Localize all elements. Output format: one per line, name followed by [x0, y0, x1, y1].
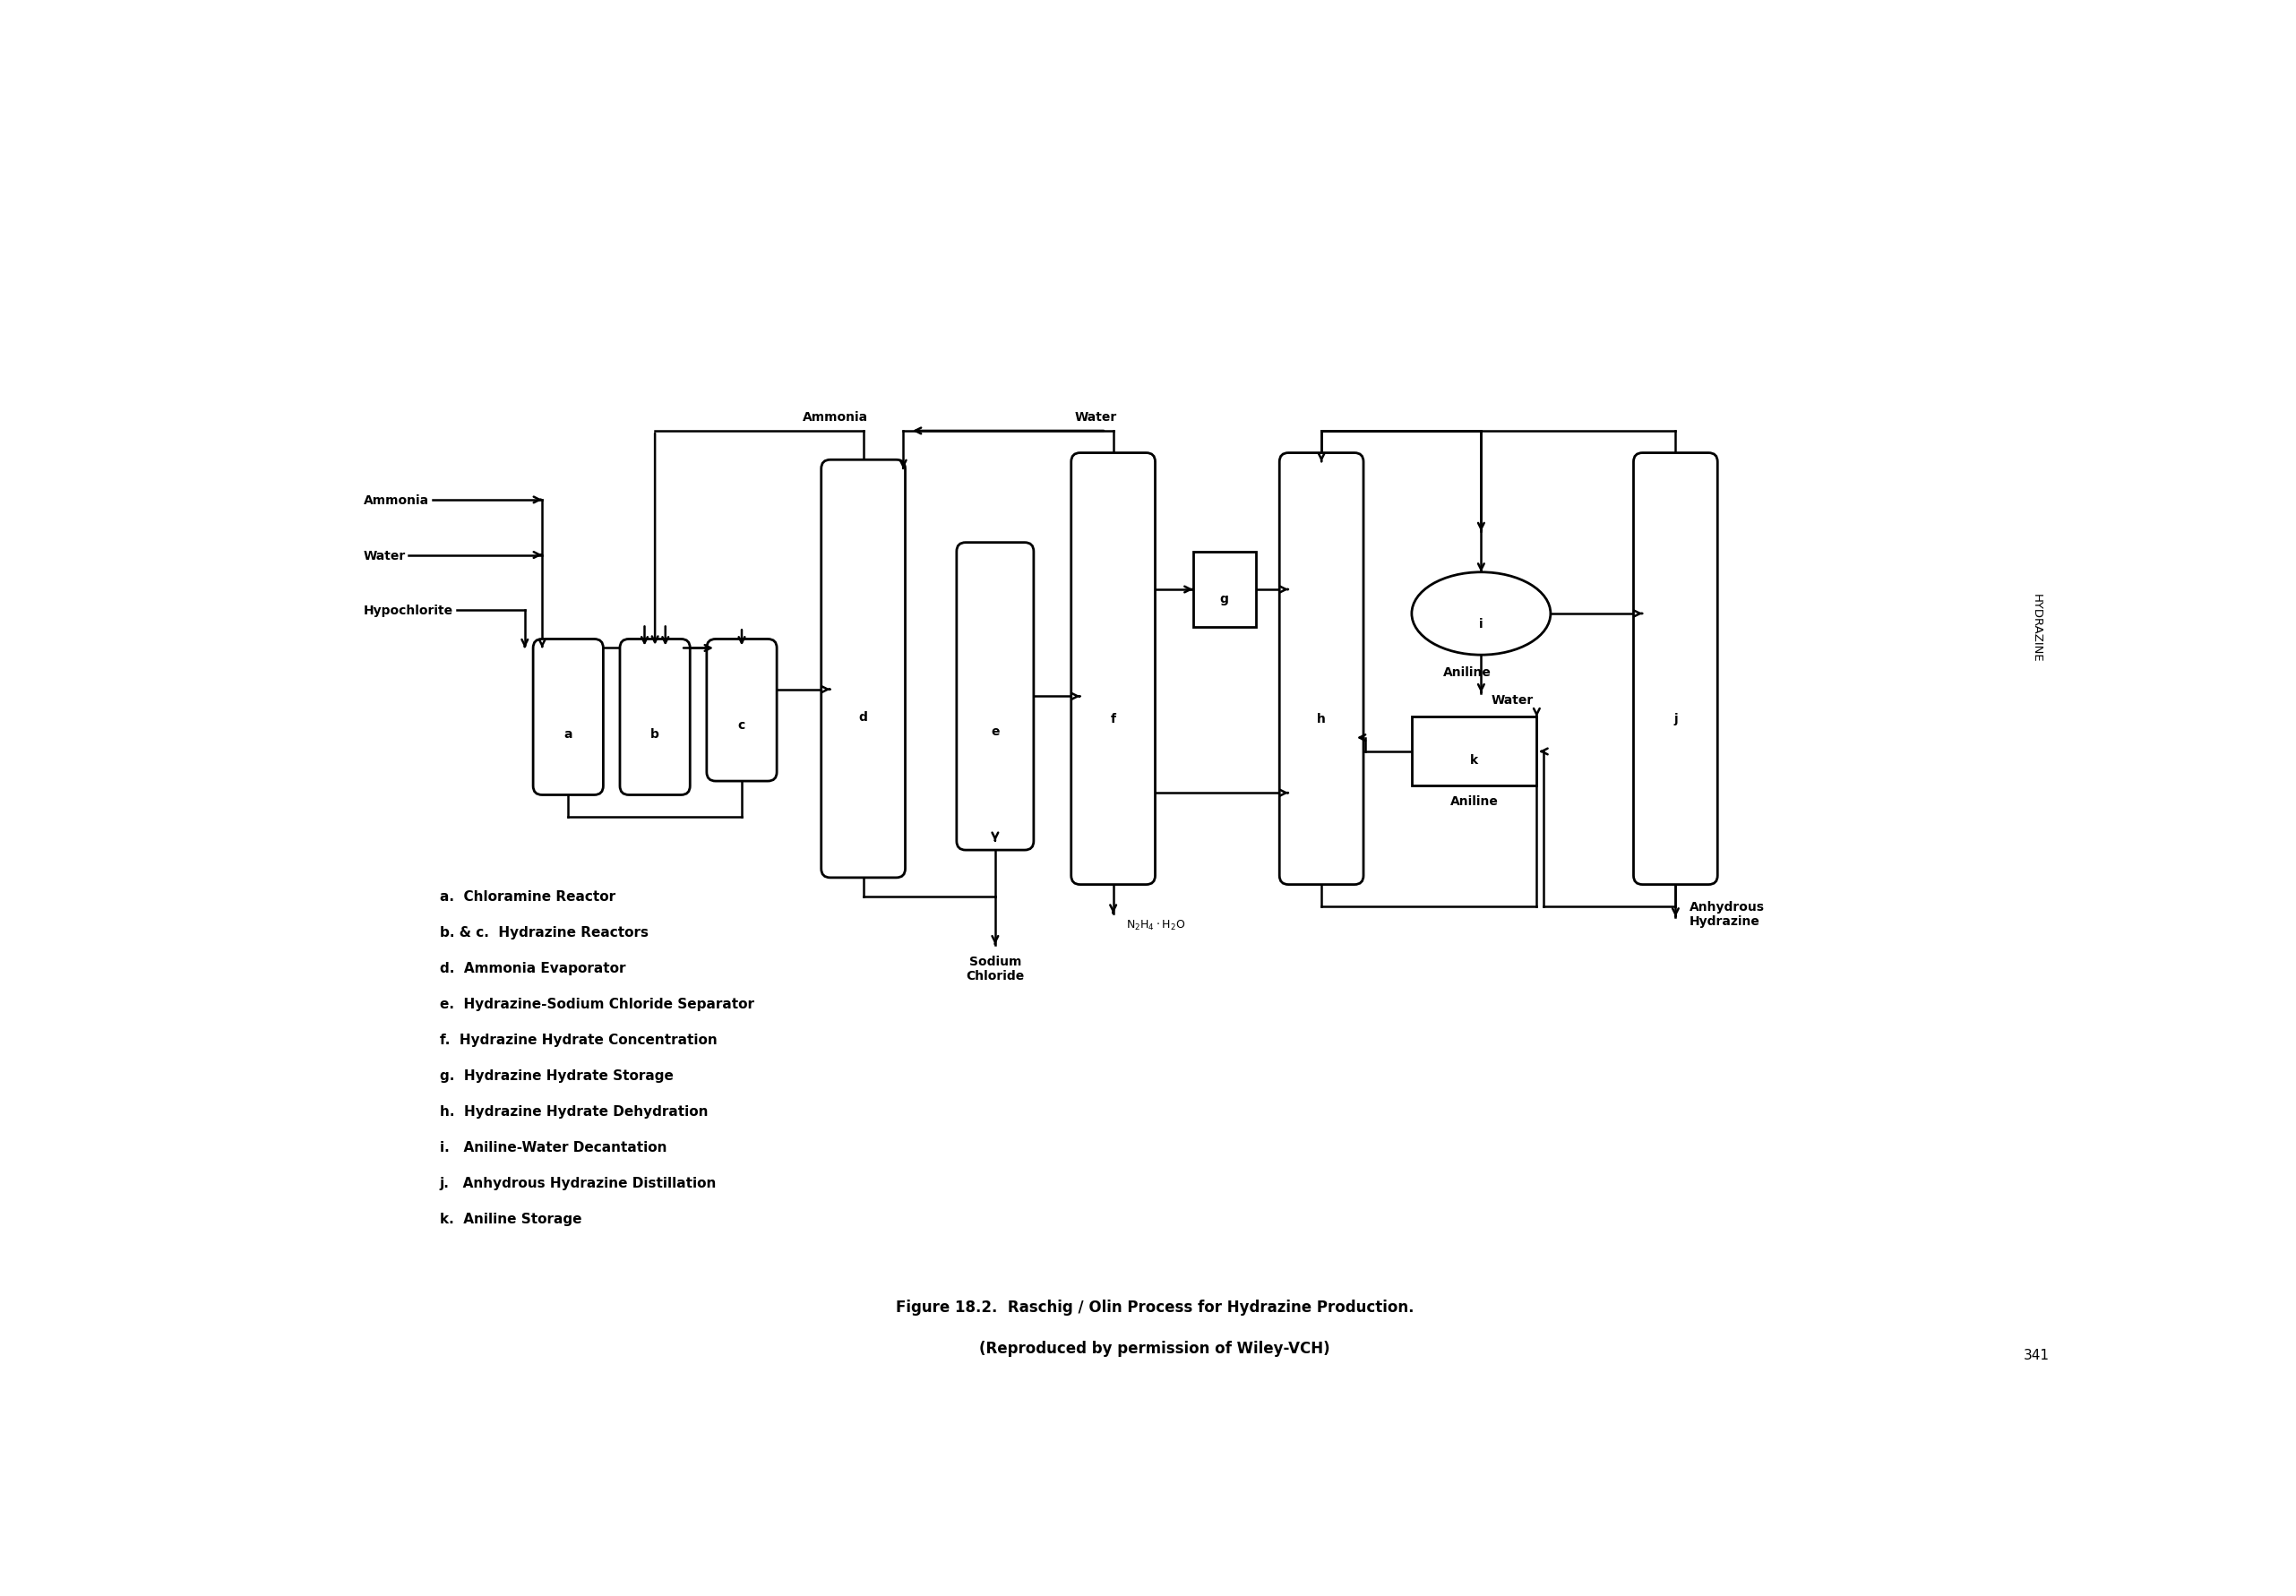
FancyBboxPatch shape: [822, 460, 905, 878]
Text: a.  Chloramine Reactor: a. Chloramine Reactor: [441, 889, 615, 903]
Text: Aniline: Aniline: [1451, 795, 1499, 808]
Text: Hypochlorite: Hypochlorite: [363, 605, 452, 616]
Text: g: g: [1219, 592, 1228, 605]
Text: e.  Hydrazine-Sodium Chloride Separator: e. Hydrazine-Sodium Chloride Separator: [441, 998, 753, 1010]
Text: j.   Anhydrous Hydrazine Distillation: j. Anhydrous Hydrazine Distillation: [441, 1176, 716, 1191]
Text: $\mathregular{N_2H_4 \cdot H_2O}$: $\mathregular{N_2H_4 \cdot H_2O}$: [1125, 919, 1185, 932]
Text: d.  Ammonia Evaporator: d. Ammonia Evaporator: [441, 961, 625, 975]
Text: Water: Water: [1075, 410, 1116, 423]
Ellipse shape: [1412, 573, 1550, 656]
Text: Aniline: Aniline: [1444, 666, 1492, 678]
Text: HYDRAZINE: HYDRAZINE: [2030, 594, 2043, 662]
Text: k: k: [1469, 753, 1479, 766]
Text: h.  Hydrazine Hydrate Dehydration: h. Hydrazine Hydrate Dehydration: [441, 1104, 707, 1119]
Bar: [1194, 552, 1256, 627]
Text: e: e: [992, 725, 999, 737]
FancyBboxPatch shape: [957, 543, 1033, 851]
Text: Ammonia: Ammonia: [363, 495, 429, 506]
FancyBboxPatch shape: [1279, 453, 1364, 884]
Text: Water: Water: [363, 549, 406, 562]
Text: Water: Water: [1492, 693, 1534, 705]
FancyBboxPatch shape: [620, 640, 691, 795]
Text: c: c: [737, 720, 746, 731]
Text: Ammonia: Ammonia: [804, 410, 868, 423]
Text: (Reproduced by permission of Wiley-VCH): (Reproduced by permission of Wiley-VCH): [980, 1341, 1329, 1357]
Text: b. & c.  Hydrazine Reactors: b. & c. Hydrazine Reactors: [441, 926, 647, 938]
Bar: [1412, 718, 1536, 787]
FancyBboxPatch shape: [1072, 453, 1155, 884]
Text: Figure 18.2.  Raschig / Olin Process for Hydrazine Production.: Figure 18.2. Raschig / Olin Process for …: [895, 1299, 1414, 1315]
Text: d: d: [859, 710, 868, 723]
FancyBboxPatch shape: [707, 640, 776, 782]
Text: Sodium
Chloride: Sodium Chloride: [967, 954, 1024, 982]
Text: f.  Hydrazine Hydrate Concentration: f. Hydrazine Hydrate Concentration: [441, 1033, 716, 1047]
Text: g.  Hydrazine Hydrate Storage: g. Hydrazine Hydrate Storage: [441, 1069, 673, 1082]
Text: a: a: [565, 728, 572, 741]
Text: i.   Aniline-Water Decantation: i. Aniline-Water Decantation: [441, 1141, 666, 1154]
FancyBboxPatch shape: [533, 640, 604, 795]
Text: 341: 341: [2023, 1349, 2050, 1361]
Text: j: j: [1674, 712, 1678, 725]
FancyBboxPatch shape: [1632, 453, 1717, 884]
Text: h: h: [1318, 712, 1325, 725]
Text: b: b: [650, 728, 659, 741]
Text: f: f: [1111, 712, 1116, 725]
Text: Anhydrous
Hydrazine: Anhydrous Hydrazine: [1690, 900, 1766, 927]
Text: i: i: [1479, 618, 1483, 630]
Text: k.  Aniline Storage: k. Aniline Storage: [441, 1213, 581, 1226]
